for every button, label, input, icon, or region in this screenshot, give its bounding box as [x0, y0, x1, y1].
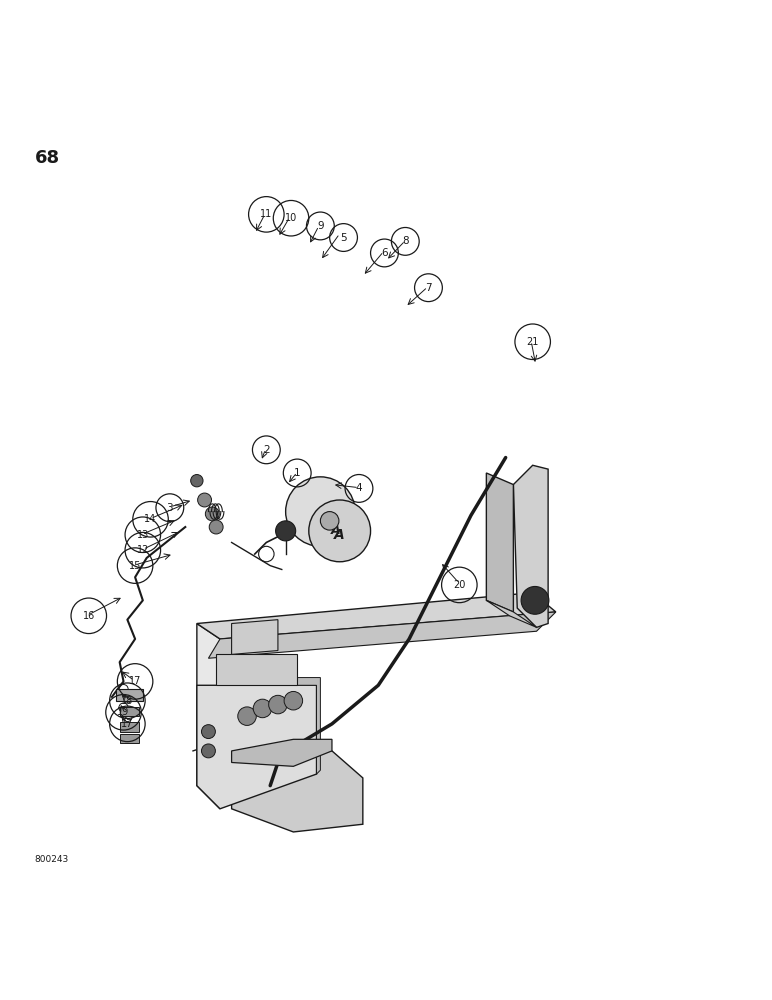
Polygon shape	[120, 722, 139, 732]
Text: 6: 6	[381, 248, 388, 258]
Text: 800243: 800243	[35, 855, 69, 864]
Polygon shape	[220, 678, 320, 774]
Circle shape	[269, 695, 287, 714]
Text: 5: 5	[340, 233, 347, 243]
Text: 3: 3	[167, 503, 173, 513]
Text: 7: 7	[425, 283, 432, 293]
Text: A: A	[331, 524, 340, 537]
Circle shape	[320, 512, 339, 530]
Polygon shape	[513, 465, 548, 627]
Polygon shape	[120, 734, 139, 743]
Polygon shape	[197, 685, 317, 809]
Text: 17: 17	[121, 719, 134, 729]
Text: A: A	[334, 528, 345, 542]
Text: 2: 2	[263, 445, 269, 455]
Polygon shape	[208, 612, 556, 658]
Text: 8: 8	[402, 236, 408, 246]
Polygon shape	[232, 620, 278, 654]
Text: 12: 12	[137, 545, 149, 555]
Text: 18: 18	[121, 696, 134, 706]
Circle shape	[276, 521, 296, 541]
Text: 20: 20	[453, 580, 466, 590]
Text: 19: 19	[117, 707, 130, 717]
Polygon shape	[116, 689, 143, 701]
Polygon shape	[232, 751, 363, 832]
Circle shape	[209, 520, 223, 534]
Text: 15: 15	[129, 561, 141, 571]
Polygon shape	[486, 473, 513, 612]
Text: 17: 17	[129, 676, 141, 686]
Polygon shape	[232, 739, 332, 766]
Circle shape	[253, 699, 272, 718]
Polygon shape	[120, 707, 139, 716]
Circle shape	[284, 691, 303, 710]
Circle shape	[309, 500, 371, 562]
Polygon shape	[197, 593, 556, 639]
Polygon shape	[216, 654, 297, 685]
Circle shape	[201, 744, 215, 758]
Polygon shape	[197, 624, 220, 809]
Circle shape	[286, 477, 355, 546]
Polygon shape	[486, 600, 537, 627]
Circle shape	[201, 725, 215, 739]
Text: 68: 68	[35, 149, 60, 167]
Text: 4: 4	[356, 483, 362, 493]
Text: 1: 1	[294, 468, 300, 478]
Text: 14: 14	[144, 514, 157, 524]
Text: 16: 16	[83, 611, 95, 621]
Circle shape	[238, 707, 256, 725]
Circle shape	[198, 493, 212, 507]
Text: 21: 21	[527, 337, 539, 347]
Text: 11: 11	[260, 209, 273, 219]
Text: 13: 13	[137, 530, 149, 540]
Circle shape	[191, 475, 203, 487]
Circle shape	[205, 507, 219, 521]
Circle shape	[521, 586, 549, 614]
Text: 10: 10	[285, 213, 297, 223]
Text: 9: 9	[317, 221, 323, 231]
